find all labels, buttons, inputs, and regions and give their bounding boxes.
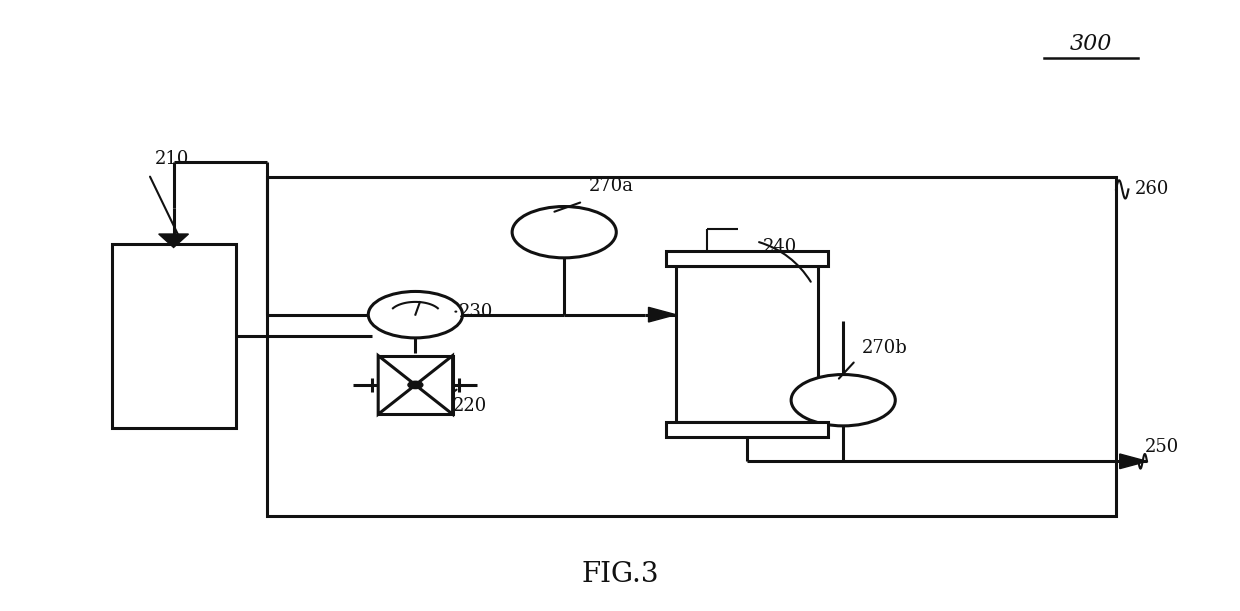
Bar xyxy=(378,356,453,414)
Bar xyxy=(666,251,828,266)
Text: 260: 260 xyxy=(1135,180,1169,199)
Text: 210: 210 xyxy=(155,150,190,168)
Polygon shape xyxy=(1120,454,1147,469)
Text: FIG.3: FIG.3 xyxy=(582,561,658,588)
Circle shape xyxy=(791,375,895,426)
Polygon shape xyxy=(159,234,188,247)
Circle shape xyxy=(512,207,616,258)
Text: 270b: 270b xyxy=(862,339,908,357)
Text: 240: 240 xyxy=(763,238,797,257)
Polygon shape xyxy=(649,307,676,322)
Bar xyxy=(112,244,236,428)
Text: 220: 220 xyxy=(453,397,487,415)
Circle shape xyxy=(368,291,463,338)
Bar xyxy=(267,177,1116,516)
Text: 270a: 270a xyxy=(589,177,634,196)
Polygon shape xyxy=(378,356,415,414)
Text: 250: 250 xyxy=(1145,438,1179,456)
Text: 230: 230 xyxy=(459,302,494,321)
Bar xyxy=(676,266,818,422)
Bar xyxy=(666,422,828,437)
Polygon shape xyxy=(415,356,453,414)
Circle shape xyxy=(408,381,423,389)
Text: 300: 300 xyxy=(1070,33,1112,55)
